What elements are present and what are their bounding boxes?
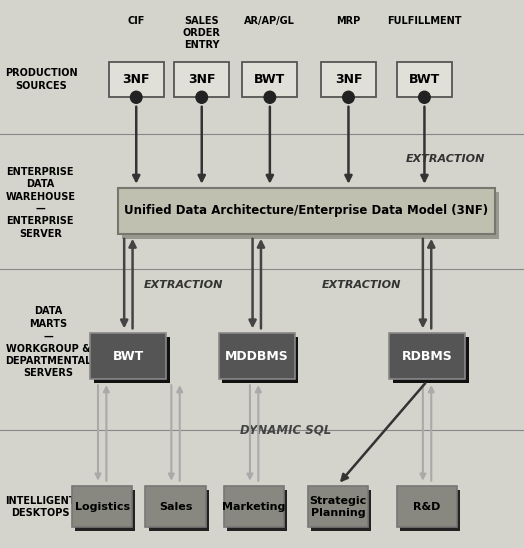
FancyBboxPatch shape: [109, 62, 163, 98]
FancyBboxPatch shape: [222, 336, 299, 384]
FancyBboxPatch shape: [227, 490, 287, 530]
FancyBboxPatch shape: [149, 490, 209, 530]
FancyBboxPatch shape: [242, 62, 298, 98]
Text: Marketing: Marketing: [223, 502, 286, 512]
Text: INTELLIGENT
DESKTOPS: INTELLIGENT DESKTOPS: [5, 496, 76, 518]
Text: FULFILLMENT: FULFILLMENT: [387, 16, 462, 26]
FancyBboxPatch shape: [94, 336, 170, 384]
Text: R&D: R&D: [413, 502, 441, 512]
Text: RDBMS: RDBMS: [402, 350, 452, 363]
FancyBboxPatch shape: [90, 333, 167, 379]
Text: EXTRACTION: EXTRACTION: [322, 280, 401, 290]
Text: 3NF: 3NF: [123, 73, 150, 86]
FancyBboxPatch shape: [389, 333, 465, 379]
FancyBboxPatch shape: [308, 487, 368, 527]
FancyBboxPatch shape: [397, 62, 452, 98]
Text: Unified Data Architecture/Enterprise Data Model (3NF): Unified Data Architecture/Enterprise Dat…: [125, 204, 488, 218]
Text: ENTERPRISE
DATA
WAREHOUSE
—
ENTERPRISE
SERVER: ENTERPRISE DATA WAREHOUSE — ENTERPRISE S…: [5, 167, 75, 239]
FancyBboxPatch shape: [397, 487, 457, 527]
FancyBboxPatch shape: [311, 490, 371, 530]
FancyBboxPatch shape: [72, 487, 132, 527]
FancyBboxPatch shape: [219, 333, 294, 379]
Circle shape: [264, 91, 276, 103]
FancyBboxPatch shape: [75, 490, 135, 530]
FancyBboxPatch shape: [146, 487, 205, 527]
Text: DATA
MARTS
—
WORKGROUP &
DEPARTMENTAL
SERVERS: DATA MARTS — WORKGROUP & DEPARTMENTAL SE…: [5, 306, 92, 379]
Text: EXTRACTION: EXTRACTION: [144, 280, 223, 290]
FancyBboxPatch shape: [118, 187, 495, 235]
FancyBboxPatch shape: [122, 192, 499, 239]
Text: SALES
ORDER
ENTRY: SALES ORDER ENTRY: [183, 16, 221, 50]
Text: Logistics: Logistics: [74, 502, 130, 512]
Text: DYNAMIC SQL: DYNAMIC SQL: [240, 424, 331, 437]
Text: BWT: BWT: [409, 73, 440, 86]
Text: 3NF: 3NF: [188, 73, 215, 86]
Circle shape: [343, 91, 354, 103]
Text: Strategic
Planning: Strategic Planning: [309, 496, 367, 518]
Text: AR/AP/GL: AR/AP/GL: [244, 16, 296, 26]
Text: CIF: CIF: [127, 16, 145, 26]
Text: MRP: MRP: [336, 16, 361, 26]
Text: BWT: BWT: [113, 350, 144, 363]
Text: Sales: Sales: [159, 502, 192, 512]
Text: BWT: BWT: [254, 73, 286, 86]
Circle shape: [130, 91, 142, 103]
Text: EXTRACTION: EXTRACTION: [406, 154, 485, 164]
FancyBboxPatch shape: [392, 336, 468, 384]
FancyBboxPatch shape: [400, 490, 460, 530]
Circle shape: [419, 91, 430, 103]
Text: PRODUCTION
SOURCES: PRODUCTION SOURCES: [5, 68, 78, 90]
Text: MDDBMS: MDDBMS: [225, 350, 289, 363]
FancyBboxPatch shape: [174, 62, 230, 98]
Text: 3NF: 3NF: [335, 73, 362, 86]
Circle shape: [196, 91, 208, 103]
FancyBboxPatch shape: [224, 487, 284, 527]
FancyBboxPatch shape: [321, 62, 376, 98]
